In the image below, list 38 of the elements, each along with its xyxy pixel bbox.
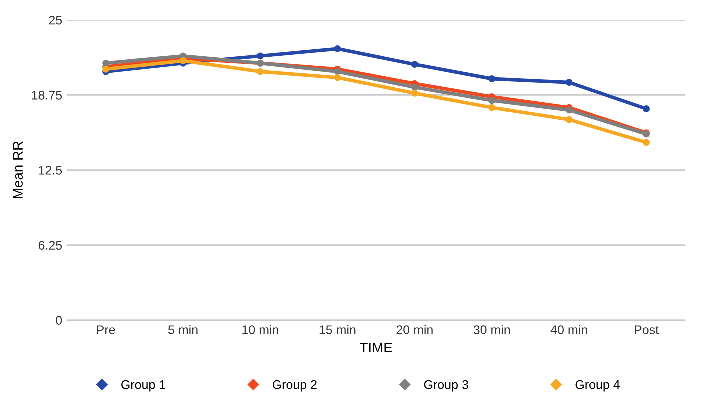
point xyxy=(411,61,418,68)
x-tick-label: 10 min xyxy=(242,325,278,334)
point xyxy=(180,58,187,64)
point xyxy=(102,66,110,73)
point xyxy=(488,97,496,104)
point xyxy=(488,76,496,82)
y-axis-title: Mean RR xyxy=(13,142,24,198)
x-tick-label: Pre xyxy=(97,326,116,334)
y-tick-label: 6.25 xyxy=(38,241,62,250)
point xyxy=(643,106,650,112)
legend-label: Group 4 xyxy=(576,380,620,392)
x-tick-label: 15 min xyxy=(320,325,356,334)
point xyxy=(334,46,342,52)
x-tick-label: 30 min xyxy=(474,325,510,334)
point xyxy=(102,60,110,67)
legend-label: Group 3 xyxy=(424,380,468,392)
point xyxy=(643,139,650,146)
point xyxy=(257,68,264,76)
x-axis-title: TIME xyxy=(360,342,392,353)
y-tick-label: 0 xyxy=(56,316,62,326)
x-tick-label: 40 min xyxy=(550,325,588,334)
x-tick-label: 20 min xyxy=(396,325,433,334)
x-tick-label: 5 min xyxy=(168,325,198,334)
point xyxy=(334,68,342,76)
point xyxy=(334,74,342,82)
y-tick-label: 18.75 xyxy=(32,91,62,100)
point xyxy=(566,116,573,124)
point xyxy=(257,52,264,60)
point xyxy=(566,106,573,114)
point xyxy=(411,84,418,91)
legend-label: Group 2 xyxy=(272,380,317,392)
point xyxy=(488,104,496,112)
y-tick-label: 12.5 xyxy=(39,166,62,175)
legend-label: Group 1 xyxy=(122,380,166,392)
y-tick-label: 25 xyxy=(49,16,62,25)
point xyxy=(566,79,573,86)
x-tick-label: Post xyxy=(635,326,659,334)
point xyxy=(411,90,418,97)
